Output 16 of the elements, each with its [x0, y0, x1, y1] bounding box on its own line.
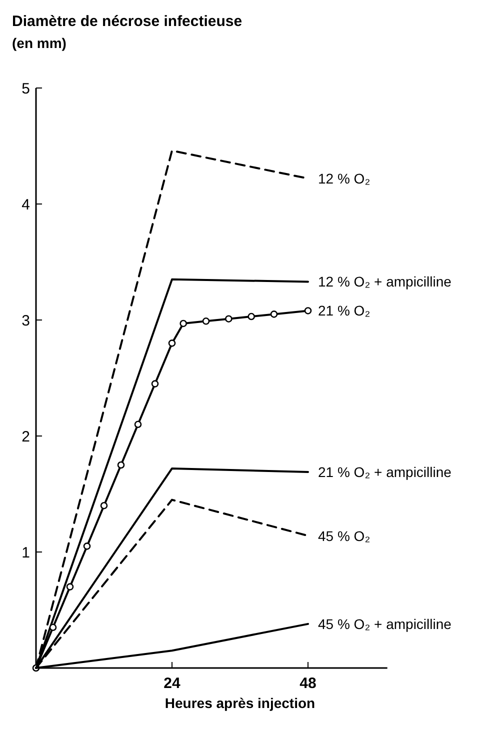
x-tick-label: 24 [164, 675, 181, 692]
chart-title: Diamètre de nécrose infectieuse [12, 13, 242, 30]
y-tick-label: 1 [22, 544, 30, 562]
series-label: 21 % O₂ [318, 302, 370, 319]
y-tick-label: 4 [22, 196, 30, 214]
series-label: 12 % O₂ + ampicilline [318, 274, 452, 290]
series-label: 21 % O₂ + ampicilline [318, 464, 452, 480]
series-label: 45 % O₂ [318, 528, 370, 544]
y-tick-label: 5 [22, 80, 30, 98]
x-axis-title: Heures après injection [164, 695, 316, 711]
series-label: 45 % O₂ + ampicilline [318, 616, 452, 632]
series-label: 12 % O₂ [318, 170, 370, 186]
y-tick-label: 2 [22, 428, 30, 446]
x-tick-label: 48 [300, 675, 316, 692]
y-tick-label: 3 [22, 312, 30, 330]
chart-subtitle: (en mm) [12, 35, 66, 51]
